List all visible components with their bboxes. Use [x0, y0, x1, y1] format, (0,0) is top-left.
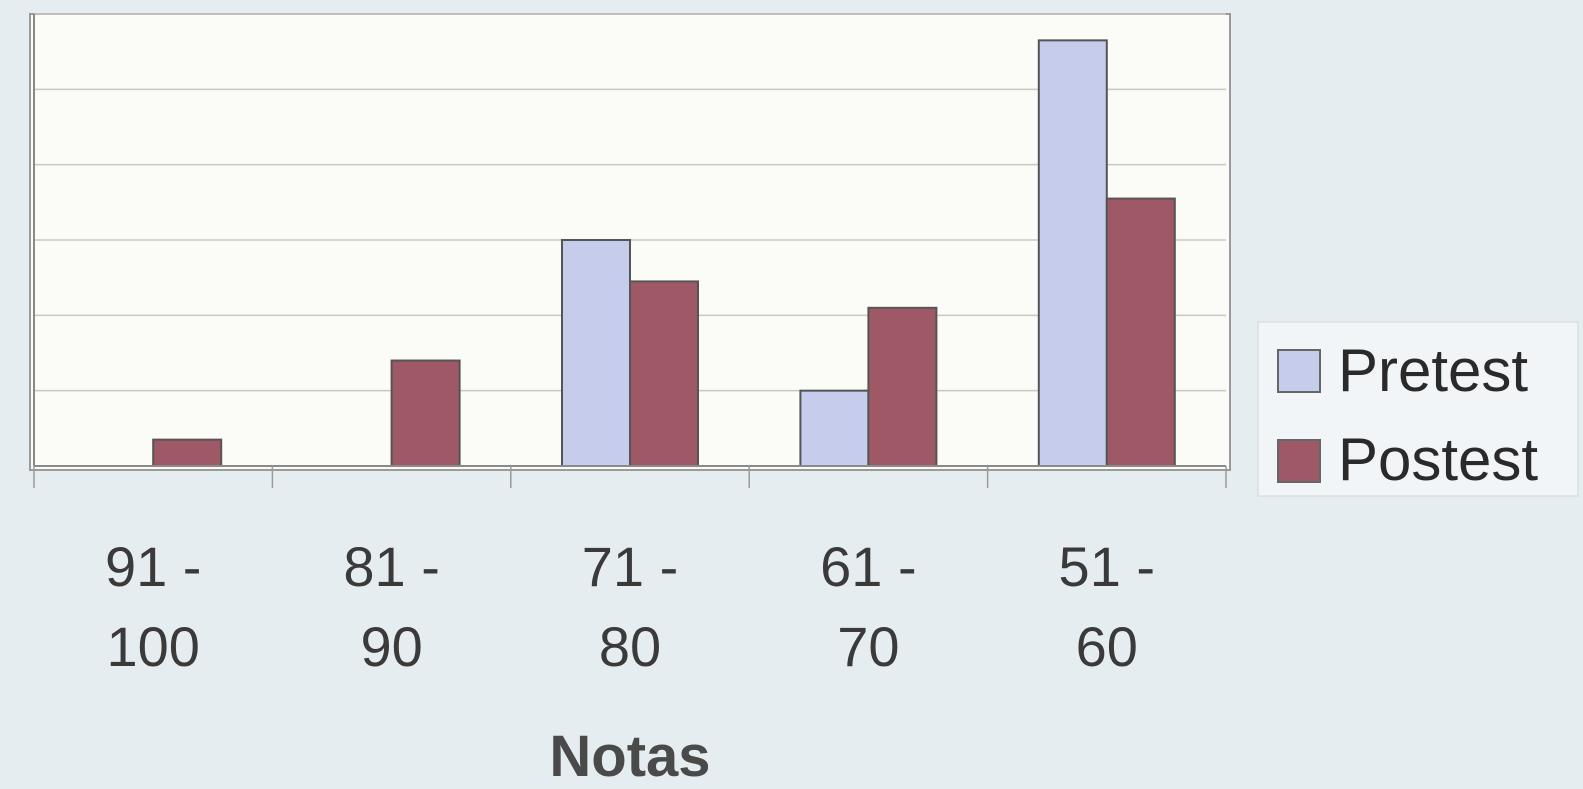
- x-tick-label: 80: [599, 615, 661, 678]
- bar-postest-4: [1105, 197, 1176, 467]
- x-tick-label: 70: [837, 615, 899, 678]
- x-axis-title: Notas: [549, 724, 710, 789]
- x-axis: [33, 14, 1227, 488]
- legend: Pretest Postest: [1257, 321, 1579, 497]
- x-tick-label: 100: [106, 615, 199, 678]
- x-tick-label: 51 -: [1059, 535, 1156, 598]
- bar-pretest-2: [561, 239, 631, 467]
- x-tick-label: 61 -: [820, 535, 917, 598]
- bars: [152, 39, 1176, 467]
- x-tick-label: 81 -: [343, 535, 440, 598]
- x-tick-labels: 91 - 100 81 - 90 71 - 80 61 - 70 51 - 60: [105, 535, 1155, 678]
- bar-postest-3: [867, 306, 938, 467]
- legend-swatch-pretest: [1277, 349, 1321, 393]
- x-tick-label: 71 -: [582, 535, 679, 598]
- legend-label-pretest: Pretest: [1338, 337, 1528, 404]
- bar-postest-2: [629, 280, 699, 467]
- x-tick-label: 90: [360, 615, 422, 678]
- bar-postest-0: [152, 438, 223, 467]
- legend-label-postest: Postest: [1338, 426, 1538, 493]
- x-tick-label: 60: [1076, 615, 1138, 678]
- legend-swatch-postest: [1277, 439, 1321, 483]
- x-tick-label: 91 -: [105, 535, 202, 598]
- bar-pretest-3: [799, 389, 870, 467]
- bar-postest-1: [390, 359, 461, 467]
- bar-pretest-4: [1037, 39, 1108, 467]
